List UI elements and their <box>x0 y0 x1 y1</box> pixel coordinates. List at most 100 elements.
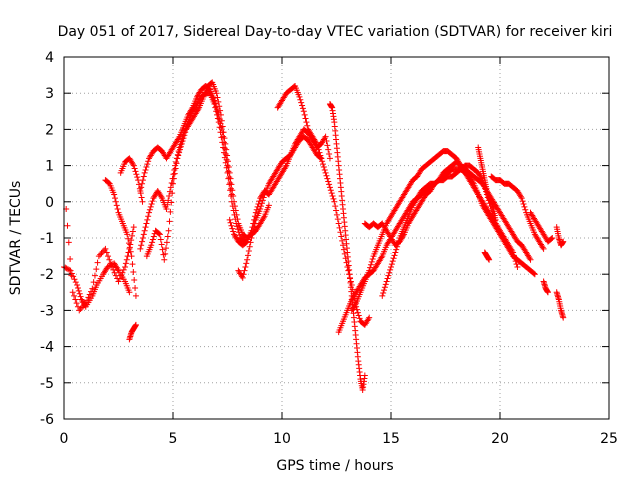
data-point <box>156 231 163 238</box>
data-point <box>296 93 303 100</box>
data-point <box>326 181 333 188</box>
data-point <box>114 266 121 273</box>
data-point <box>178 140 185 147</box>
data-point <box>129 228 136 235</box>
data-point <box>526 255 533 262</box>
data-point <box>139 198 146 205</box>
data-point <box>132 292 139 299</box>
data-point <box>368 258 375 265</box>
data-point <box>258 200 265 207</box>
data-point <box>510 252 517 259</box>
data-point <box>112 272 119 279</box>
data-point <box>89 285 96 292</box>
data-point <box>387 266 394 273</box>
data-point <box>512 258 519 265</box>
data-point <box>129 232 136 239</box>
data-point <box>139 180 146 187</box>
data-point <box>133 171 140 178</box>
x-axis-label: GPS time / hours <box>276 458 393 474</box>
data-point <box>560 314 567 321</box>
data-point <box>99 248 106 255</box>
data-point <box>259 197 266 204</box>
data-point <box>302 115 309 122</box>
data-point <box>366 314 373 321</box>
data-point <box>81 301 88 308</box>
data-point <box>380 290 387 297</box>
x-tick-label: 0 <box>60 431 69 447</box>
x-tick-label: 10 <box>273 431 291 447</box>
data-point <box>123 256 130 263</box>
data-point <box>126 289 133 296</box>
data-point <box>384 275 391 282</box>
data-point <box>168 179 175 186</box>
data-point <box>354 309 361 316</box>
data-point <box>103 249 110 256</box>
data-point <box>240 271 247 278</box>
data-point <box>111 191 118 198</box>
data-point <box>143 220 150 227</box>
data-point <box>379 292 386 299</box>
data-point <box>520 200 527 207</box>
data-point <box>230 228 237 235</box>
data-point <box>88 288 95 295</box>
data-point <box>248 235 255 241</box>
data-point <box>320 164 327 171</box>
data-point <box>226 169 233 176</box>
data-point <box>322 133 329 140</box>
data-point <box>378 254 385 261</box>
data-point <box>158 241 165 248</box>
data-point <box>340 246 347 253</box>
series-arc-f <box>137 82 235 198</box>
data-point <box>162 250 169 257</box>
data-point <box>166 193 173 200</box>
data-point <box>112 195 119 202</box>
data-point <box>130 162 137 169</box>
data-point <box>223 146 230 153</box>
data-point <box>326 184 333 191</box>
data-point <box>224 152 231 159</box>
data-point <box>228 181 235 188</box>
data-point <box>220 144 227 151</box>
data-point <box>324 175 331 182</box>
data-point <box>509 248 516 255</box>
data-point <box>132 321 139 328</box>
data-point <box>326 151 333 158</box>
data-point <box>245 248 252 255</box>
data-point <box>126 244 133 251</box>
data-point <box>227 219 234 226</box>
data-point <box>251 224 258 231</box>
data-point <box>179 137 186 144</box>
data-point <box>77 293 84 300</box>
data-point <box>531 270 538 277</box>
x-tick-label: 15 <box>382 431 400 447</box>
data-point <box>182 129 189 136</box>
data-point <box>120 266 127 273</box>
data-point <box>365 316 372 323</box>
data-point <box>110 266 117 273</box>
data-point <box>139 235 146 241</box>
data-point <box>163 239 170 246</box>
data-point <box>134 174 141 181</box>
data-point <box>106 256 113 263</box>
data-point <box>140 231 147 238</box>
data-point <box>231 198 238 205</box>
data-point <box>334 216 341 223</box>
data-point <box>212 104 219 111</box>
y-tick-label: 0 <box>45 195 54 211</box>
data-point <box>216 124 223 131</box>
data-point <box>170 175 177 182</box>
data-point <box>62 264 69 271</box>
data-point <box>527 256 534 263</box>
series-arc-m <box>335 166 538 336</box>
data-point <box>76 290 83 297</box>
data-point <box>211 101 218 108</box>
data-point <box>137 187 144 194</box>
data-point <box>221 135 228 142</box>
data-point <box>337 229 344 236</box>
axis-ticks <box>63 56 610 420</box>
data-point <box>340 242 347 249</box>
data-point <box>369 255 376 262</box>
data-point <box>97 251 104 258</box>
data-point <box>315 146 322 153</box>
data-point <box>175 152 182 159</box>
